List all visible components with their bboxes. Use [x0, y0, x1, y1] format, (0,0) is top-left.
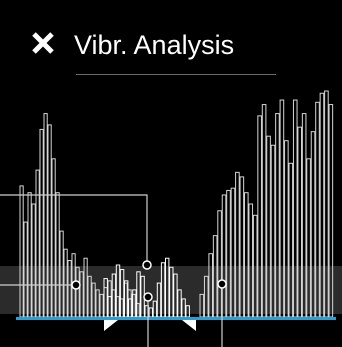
callout-endpoint[interactable]: [143, 292, 153, 302]
close-button[interactable]: [26, 26, 60, 60]
close-x-icon: [32, 32, 54, 54]
band-start-marker[interactable]: [104, 320, 118, 331]
callout-endpoint[interactable]: [142, 260, 152, 270]
callout-group: [0, 194, 227, 347]
title-divider: [76, 74, 276, 75]
callout-endpoint[interactable]: [71, 280, 81, 290]
band-markers: [104, 320, 196, 331]
vibration-spectrum-chart: [0, 90, 342, 347]
panel-header: Vibr. Analysis: [0, 0, 342, 80]
panel-title: Vibr. Analysis: [74, 30, 235, 60]
band-end-marker[interactable]: [182, 320, 196, 331]
callout-endpoint[interactable]: [217, 279, 227, 289]
callout-line-a: [0, 194, 148, 261]
